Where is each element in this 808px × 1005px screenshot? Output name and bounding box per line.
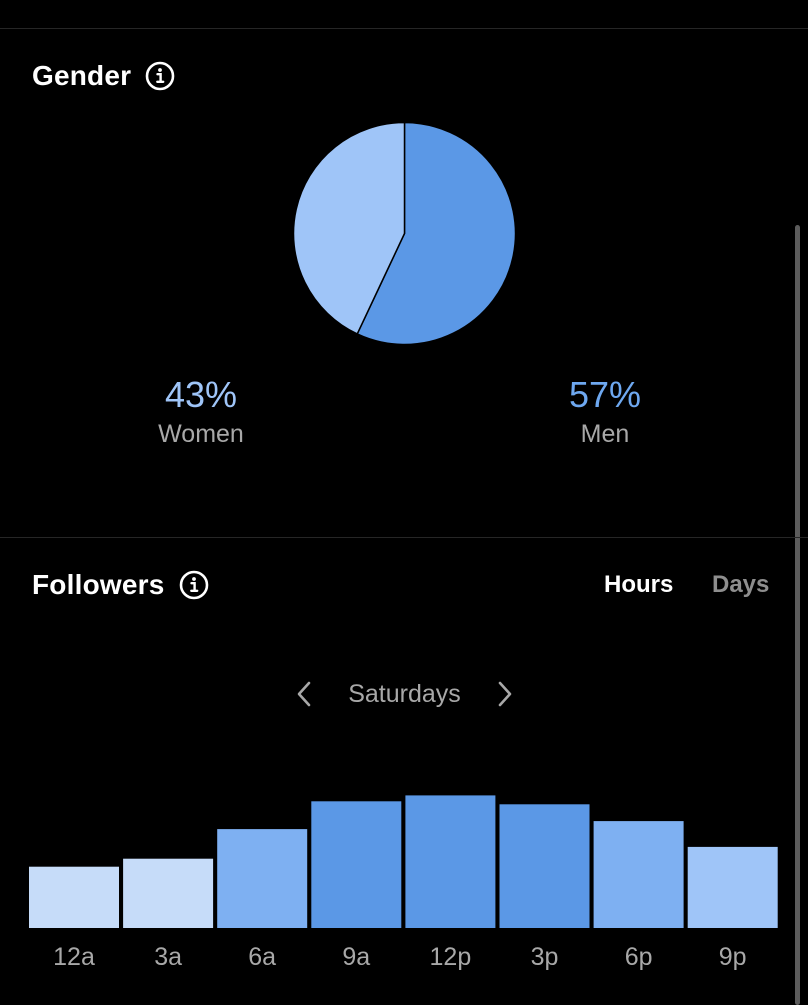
bar-9p[interactable]: [687, 846, 778, 928]
bar-12a[interactable]: [29, 866, 119, 928]
followers-bar-chart: 12a 3a 6a 9a 12p 3p 6p 9p: [0, 740, 808, 980]
hours-toggle[interactable]: Hours: [604, 571, 674, 598]
bar-3a[interactable]: [123, 858, 214, 928]
pie-slice-men: [356, 121, 517, 346]
followers-section-title: Followers: [32, 565, 209, 605]
x-tick-label: 9a: [342, 943, 370, 971]
bar-12p[interactable]: [405, 795, 496, 928]
bar-6p[interactable]: [593, 821, 684, 928]
bar-6a[interactable]: [217, 829, 308, 928]
section-divider: [0, 537, 808, 538]
x-tick-label: 12a: [53, 943, 95, 971]
gender-pie-chart: [292, 121, 517, 346]
days-toggle[interactable]: Days: [712, 571, 770, 598]
chevron-left-icon[interactable]: [292, 676, 316, 712]
men-label: Men: [580, 420, 630, 448]
bar-3p[interactable]: [499, 804, 590, 928]
x-tick-label: 6a: [248, 943, 276, 971]
followers-title: Followers: [32, 569, 165, 600]
x-tick-label: 3a: [154, 943, 182, 971]
scrollbar[interactable]: [795, 225, 800, 1005]
women-stat: 43% Women: [81, 375, 321, 449]
info-circle-icon[interactable]: [145, 61, 175, 91]
day-navigator: Saturdays: [292, 676, 517, 712]
gender-section-title: Gender: [32, 56, 175, 96]
x-tick-label: 3p: [531, 943, 559, 971]
gender-title: Gender: [32, 60, 132, 91]
women-label: Women: [158, 420, 244, 448]
day-label: Saturdays: [348, 679, 461, 708]
bar-9a[interactable]: [311, 801, 402, 928]
info-circle-icon[interactable]: [179, 570, 209, 600]
x-tick-label: 12p: [430, 943, 472, 971]
men-stat: 57% Men: [485, 375, 725, 449]
top-divider: [0, 28, 808, 29]
x-tick-label: 6p: [625, 943, 653, 971]
chevron-right-icon[interactable]: [493, 676, 517, 712]
x-tick-label: 9p: [719, 943, 747, 971]
pie-slice-women: [292, 121, 406, 335]
men-percent: 57%: [568, 374, 642, 415]
women-percent: 43%: [164, 374, 238, 415]
